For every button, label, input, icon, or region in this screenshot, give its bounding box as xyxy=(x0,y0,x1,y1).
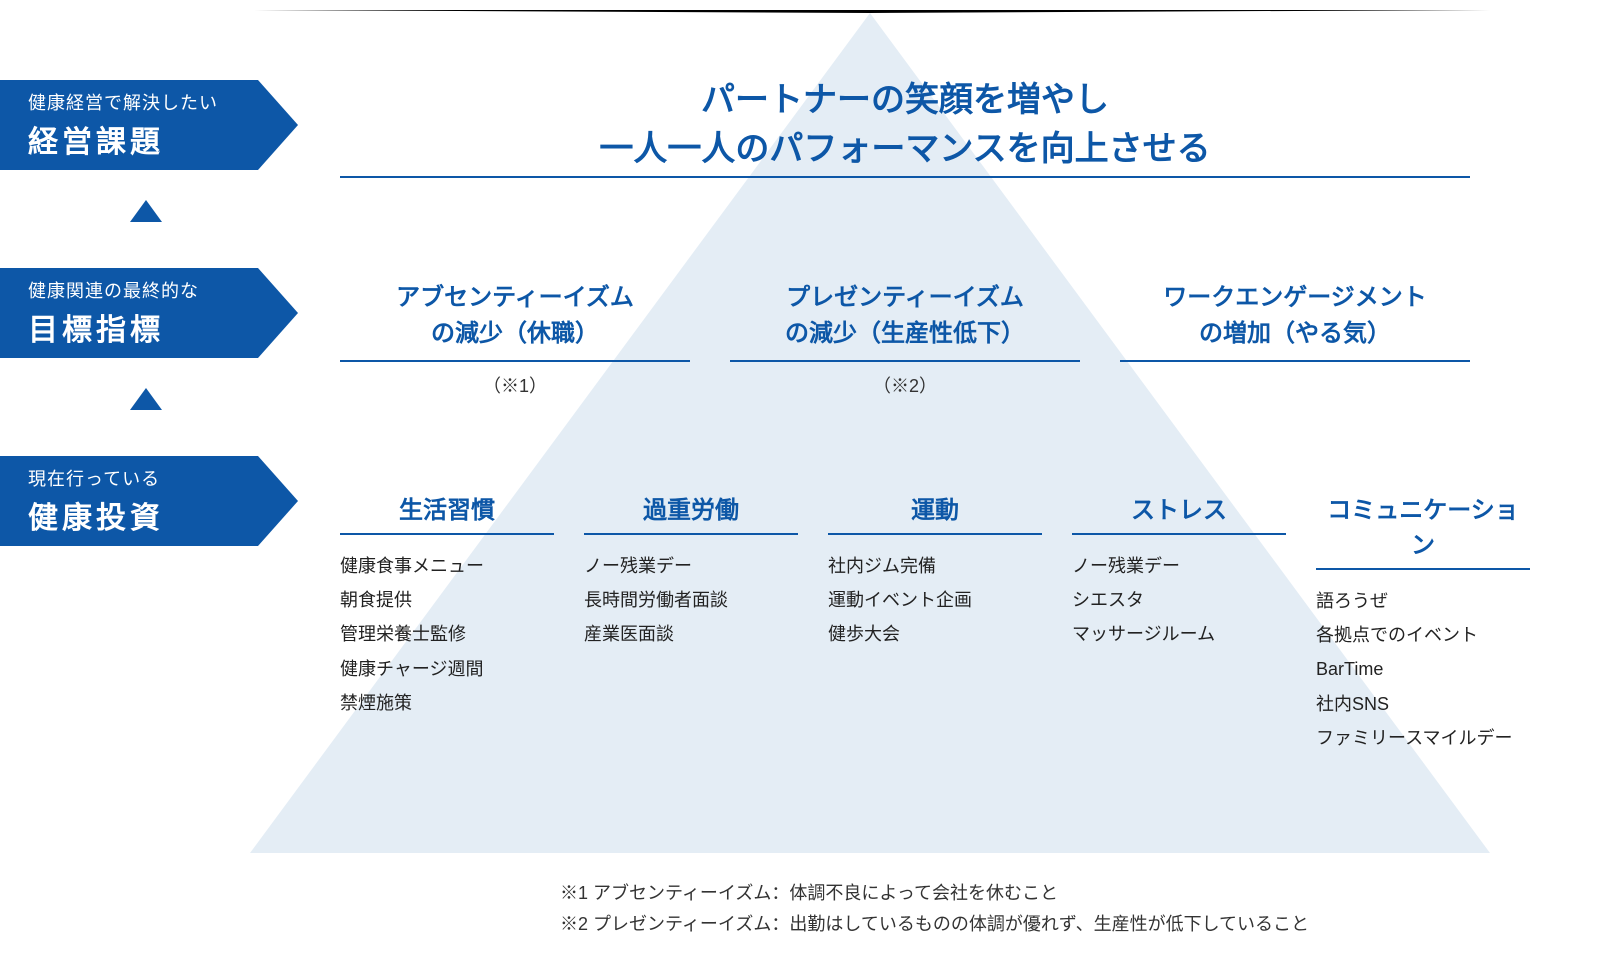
investment-item: 健歩大会 xyxy=(828,617,1042,651)
investment-item: 健康チャージ週間 xyxy=(340,652,554,686)
indicator-underline xyxy=(730,360,1080,362)
investment-category: コミュニケーション xyxy=(1316,490,1530,568)
main-title-underline xyxy=(340,176,1470,178)
indicator-underline xyxy=(340,360,690,362)
sidebar-tag-big: 経営課題 xyxy=(28,117,238,161)
investment-category: 運動 xyxy=(828,490,1042,533)
investment-item: マッサージルーム xyxy=(1072,617,1286,651)
footnotes: ※1 アブセンティーイズム：体調不良によって会社を休むこと※2 プレゼンティーイ… xyxy=(560,878,1460,939)
sidebar-tag-2: 現在行っている 健康投資 xyxy=(0,456,298,546)
sidebar-tag-arrow-icon xyxy=(258,456,298,546)
investment-category: 過重労働 xyxy=(584,490,798,533)
investment-item: ノー残業デー xyxy=(1072,549,1286,583)
investment-column-0: 生活習慣 健康食事メニュー朝食提供管理栄養士監修健康チャージ週間禁煙施策 xyxy=(340,490,554,755)
investment-item: ノー残業デー xyxy=(584,549,798,583)
sidebar-tag-big: 目標指標 xyxy=(28,305,238,349)
indicator-title: ワークエンゲージメントの増加（やる気） xyxy=(1120,280,1470,360)
investment-item: 社内SNS xyxy=(1316,687,1530,721)
main-title-line2: 一人一人のパフォーマンスを向上させる xyxy=(340,125,1470,174)
investment-item: 禁煙施策 xyxy=(340,686,554,720)
investment-item: 社内ジム完備 xyxy=(828,549,1042,583)
investment-item: 健康食事メニュー xyxy=(340,549,554,583)
investment-item: 運動イベント企画 xyxy=(828,583,1042,617)
investment-column-3: ストレス ノー残業デーシエスタマッサージルーム xyxy=(1072,490,1286,755)
investment-list: 語ろうぜ各拠点でのイベントBarTime社内SNSファミリースマイルデー xyxy=(1316,584,1530,755)
investment-category: 生活習慣 xyxy=(340,490,554,533)
investment-item: 各拠点でのイベント xyxy=(1316,618,1530,652)
sidebar-tag-small: 健康経営で解決したい xyxy=(28,89,238,115)
investment-row: 生活習慣 健康食事メニュー朝食提供管理栄養士監修健康チャージ週間禁煙施策 過重労… xyxy=(340,490,1530,755)
investment-column-4: コミュニケーション 語ろうぜ各拠点でのイベントBarTime社内SNSファミリー… xyxy=(1316,490,1530,755)
footnote-line-1: ※2 プレゼンティーイズム：出勤はしているものの体調が優れず、生産性が低下してい… xyxy=(560,909,1460,940)
investment-list: ノー残業デーシエスタマッサージルーム xyxy=(1072,549,1286,652)
investment-column-1: 過重労働 ノー残業デー長時間労働者面談産業医面談 xyxy=(584,490,798,755)
investment-item: 語ろうぜ xyxy=(1316,584,1530,618)
investment-item: 長時間労働者面談 xyxy=(584,583,798,617)
investment-item: 管理栄養士監修 xyxy=(340,617,554,651)
investment-underline xyxy=(340,533,554,535)
investment-item: 産業医面談 xyxy=(584,617,798,651)
sidebar-tag-arrow-icon xyxy=(258,80,298,170)
main-title-line1: パートナーの笑顔を増やし xyxy=(340,76,1470,125)
indicator-2: ワークエンゲージメントの増加（やる気） xyxy=(1120,280,1470,398)
investment-category: ストレス xyxy=(1072,490,1286,533)
sidebar-tag-arrow-icon xyxy=(258,268,298,358)
indicator-0: アブセンティーイズムの減少（休職） （※1） xyxy=(340,280,690,398)
indicator-underline xyxy=(1120,360,1470,362)
investment-list: ノー残業デー長時間労働者面談産業医面談 xyxy=(584,549,798,652)
investment-underline xyxy=(1316,568,1530,570)
investment-underline xyxy=(1072,533,1286,535)
investment-underline xyxy=(584,533,798,535)
indicator-title: アブセンティーイズムの減少（休職） xyxy=(340,280,690,360)
up-arrow-icon-1 xyxy=(130,388,162,410)
investment-item: BarTime xyxy=(1316,652,1530,686)
up-arrow-icon-0 xyxy=(130,200,162,222)
main-title: パートナーの笑顔を増やし 一人一人のパフォーマンスを向上させる xyxy=(340,76,1470,175)
sidebar-tag-big: 健康投資 xyxy=(28,493,238,537)
indicator-1: プレゼンティーイズムの減少（生産性低下） （※2） xyxy=(730,280,1080,398)
indicator-row: アブセンティーイズムの減少（休職） （※1） プレゼンティーイズムの減少（生産性… xyxy=(340,280,1470,398)
investment-item: 朝食提供 xyxy=(340,583,554,617)
footnote-line-0: ※1 アブセンティーイズム：体調不良によって会社を休むこと xyxy=(560,878,1460,909)
sidebar-tag-small: 健康関連の最終的な xyxy=(28,277,238,303)
indicator-note: （※2） xyxy=(730,372,1080,398)
investment-list: 健康食事メニュー朝食提供管理栄養士監修健康チャージ週間禁煙施策 xyxy=(340,549,554,720)
sidebar-tag-0: 健康経営で解決したい 経営課題 xyxy=(0,80,298,170)
sidebar-tag-small: 現在行っている xyxy=(28,465,238,491)
sidebar-tag-1: 健康関連の最終的な 目標指標 xyxy=(0,268,298,358)
investment-item: シエスタ xyxy=(1072,583,1286,617)
indicator-note: （※1） xyxy=(340,372,690,398)
investment-underline xyxy=(828,533,1042,535)
indicator-title: プレゼンティーイズムの減少（生産性低下） xyxy=(730,280,1080,360)
investment-column-2: 運動 社内ジム完備運動イベント企画健歩大会 xyxy=(828,490,1042,755)
investment-list: 社内ジム完備運動イベント企画健歩大会 xyxy=(828,549,1042,652)
investment-item: ファミリースマイルデー xyxy=(1316,721,1530,755)
